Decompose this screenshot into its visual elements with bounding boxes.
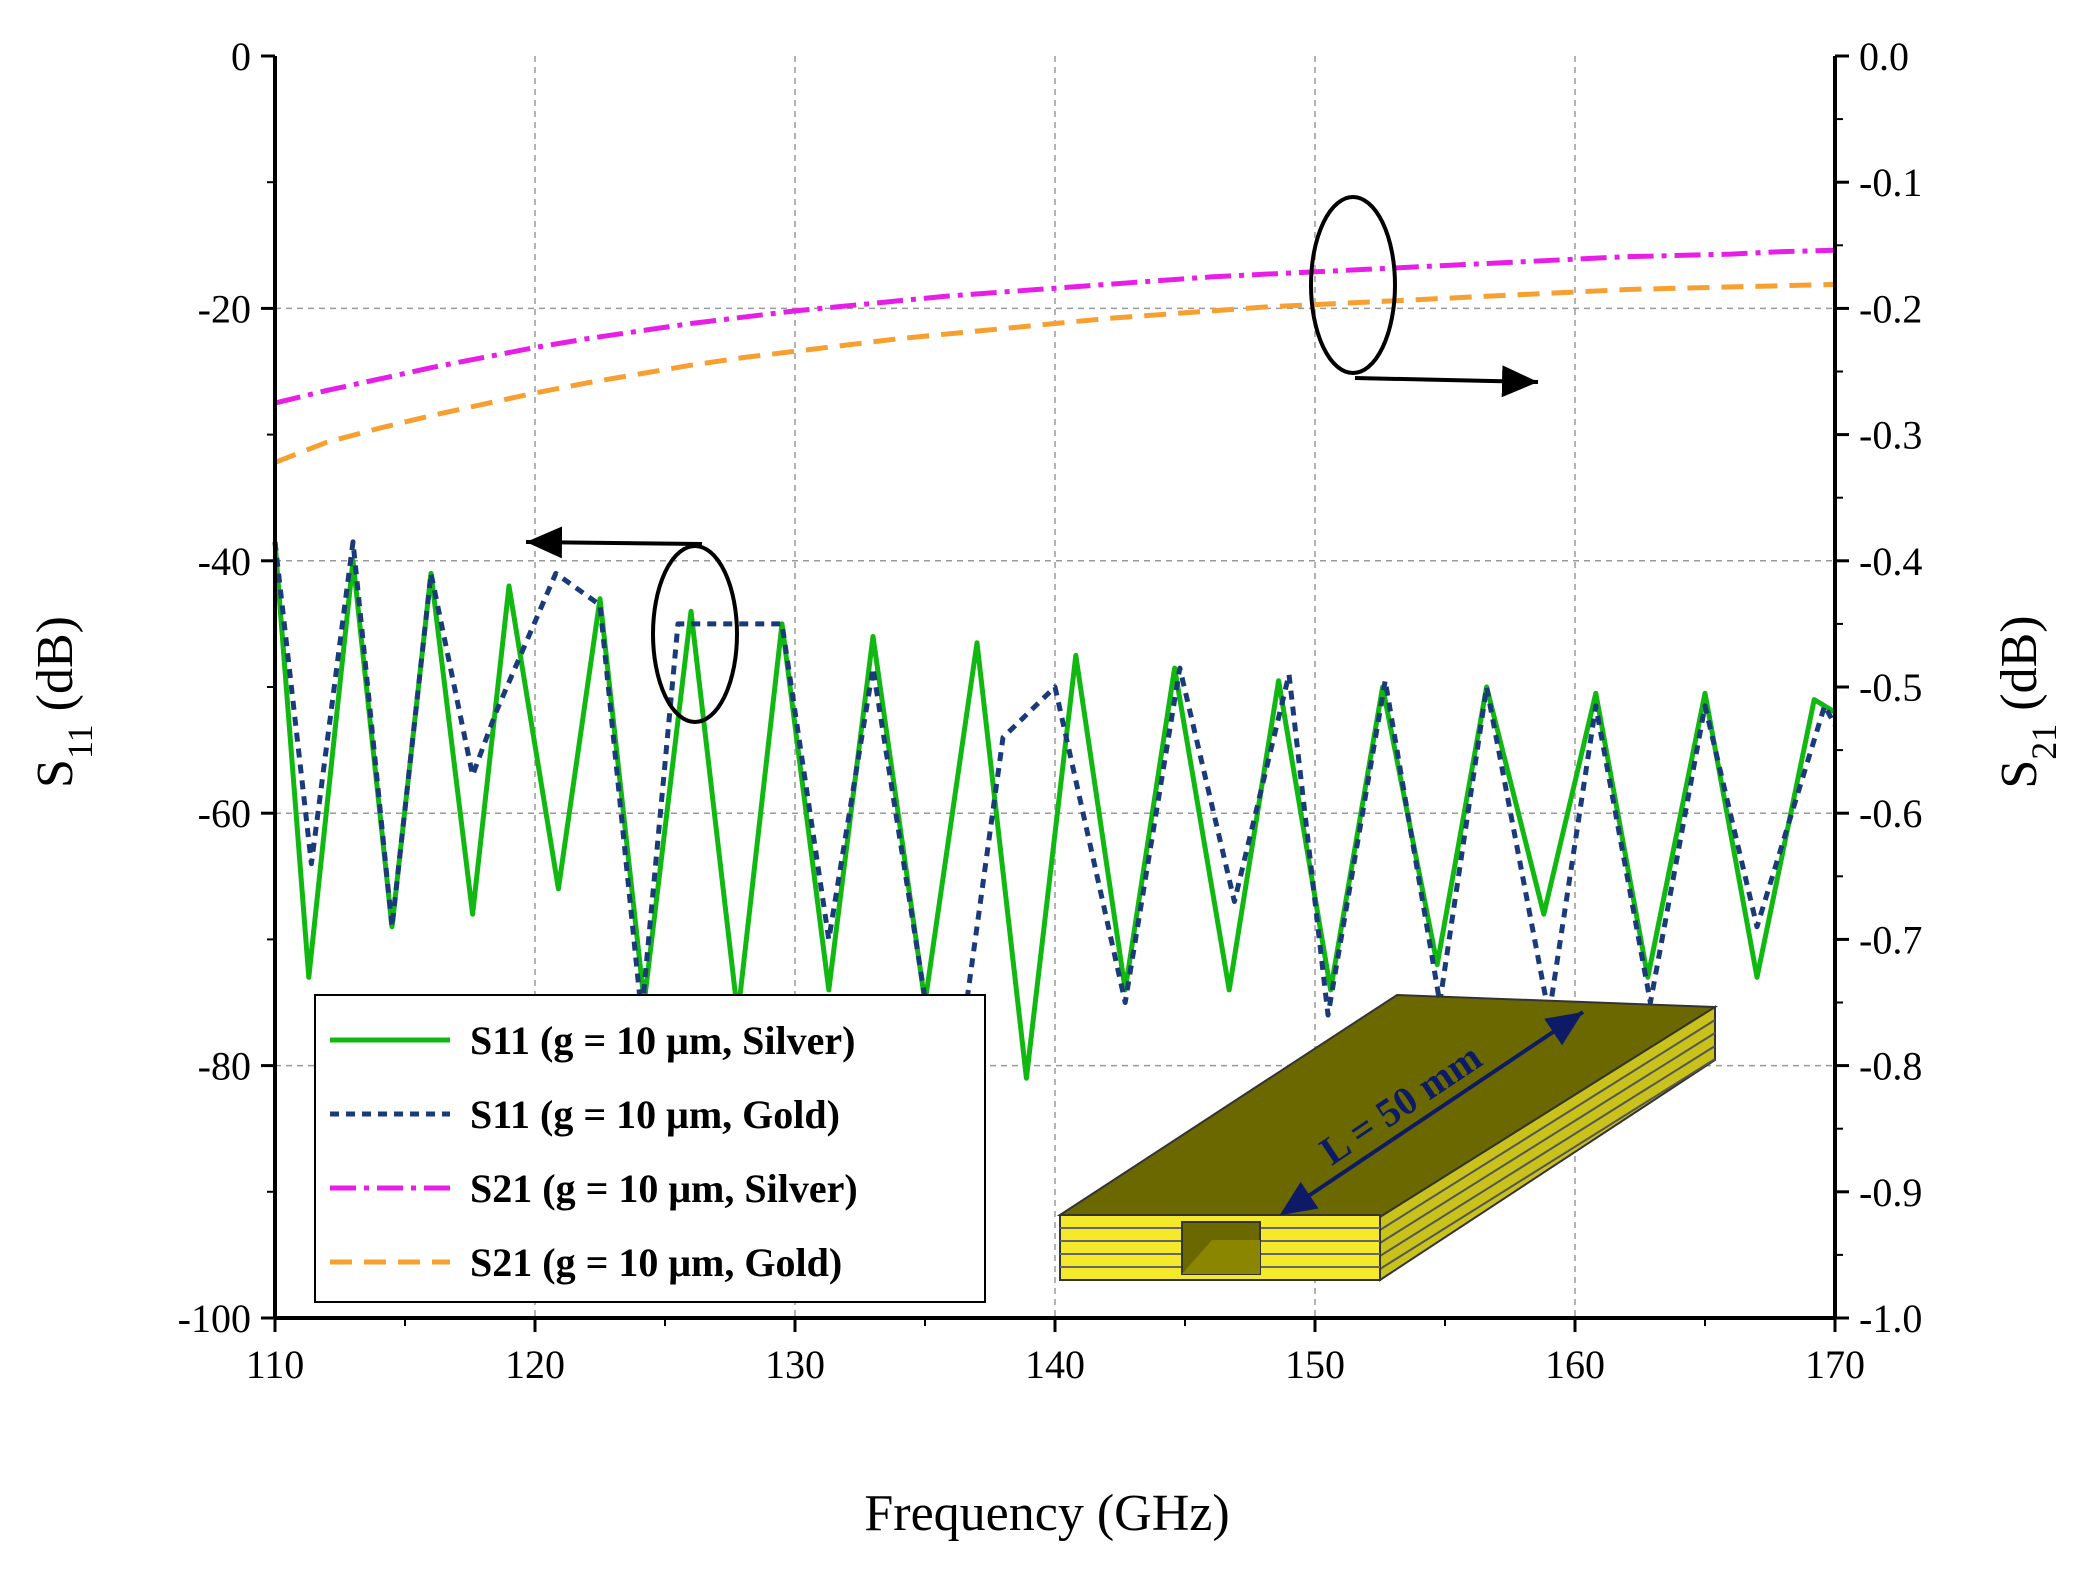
x-tick-label: 140 <box>1025 1342 1085 1387</box>
y-left-tick-label: -60 <box>198 791 251 836</box>
y-right-tick-label: 0.0 <box>1859 34 1909 79</box>
y-right-title-base: S <box>1991 760 2048 789</box>
y-right-tick-label: -0.8 <box>1859 1044 1922 1089</box>
legend-label-4: S21 (g = 10 μm, Gold) <box>470 1240 842 1285</box>
series-layer <box>272 247 1838 1081</box>
y-right-tick-label: -0.3 <box>1859 413 1922 458</box>
left-axis-indicator-arrow <box>525 526 703 559</box>
legend-box <box>314 994 986 1303</box>
y-left-tick-label: -40 <box>198 539 251 584</box>
series-line-1 <box>272 541 1837 1081</box>
x-tick-label: 120 <box>505 1342 565 1387</box>
y-left-axis-title: S11 (dB) <box>27 616 100 788</box>
x-tick-label: 160 <box>1545 1342 1605 1387</box>
y-left-title-unit: (dB) <box>27 616 84 724</box>
ticks-layer: 110 120 130 140 150 160 170 0 -20 -40 -60 -80 -100 0.… <box>178 34 1923 1387</box>
right-axis-indicator-ellipse <box>1309 195 1397 375</box>
legend: S11 (g = 10 μm, Silver) S11 (g = 10 μm, G… <box>314 994 986 1303</box>
y-right-tick-label: -0.2 <box>1859 286 1922 331</box>
annotation-layer <box>525 195 1539 724</box>
y-right-tick-label: -0.9 <box>1859 1170 1922 1215</box>
x-tick-label: 110 <box>246 1342 305 1387</box>
inset-slot-inner <box>1182 1240 1260 1274</box>
y-right-tick-label: -0.6 <box>1859 791 1922 836</box>
length-arrow <box>1279 1010 1585 1216</box>
x-axis-title: Frequency (GHz) <box>864 1485 1229 1542</box>
y-right-tick-label: -0.5 <box>1859 665 1922 710</box>
y-left-tick-label: -80 <box>198 1044 251 1089</box>
legend-label-3: S21 (g = 10 μm, Silver) <box>470 1166 858 1211</box>
y-right-tick-label: -0.1 <box>1859 160 1922 205</box>
y-left-title-sub: 11 <box>60 724 100 759</box>
y-right-tick-label: -1.0 <box>1859 1296 1922 1341</box>
x-tick-label: 130 <box>765 1342 825 1387</box>
y-left-tick-label: 0 <box>231 34 251 79</box>
y-right-tick-label: -0.4 <box>1859 539 1922 584</box>
left-axis-indicator-ellipse <box>651 544 739 724</box>
y-left-tick-label: -20 <box>198 286 251 331</box>
right-axis-indicator-arrow <box>1354 365 1539 398</box>
waveguide-inset: L = 50 mm <box>1056 993 1719 1282</box>
y-right-axis-title: S21 (dB) <box>1991 615 2064 788</box>
legend-label-2: S11 (g = 10 μm, Gold) <box>470 1092 840 1137</box>
legend-items: S11 (g = 10 μm, Silver) S11 (g = 10 μm, G… <box>330 1018 858 1285</box>
y-left-tick-label: -100 <box>178 1296 251 1341</box>
series-line-4 <box>274 281 1836 465</box>
x-tick-label: 150 <box>1285 1342 1345 1387</box>
series-line-3 <box>274 247 1836 406</box>
y-right-title-unit: (dB) <box>1991 615 2048 723</box>
x-tick-label: 170 <box>1805 1342 1865 1387</box>
y-right-title-sub: 21 <box>2024 724 2064 760</box>
legend-label-1: S11 (g = 10 μm, Silver) <box>470 1018 855 1063</box>
y-left-title-base: S <box>27 759 84 788</box>
y-right-tick-label: -0.7 <box>1859 917 1922 962</box>
